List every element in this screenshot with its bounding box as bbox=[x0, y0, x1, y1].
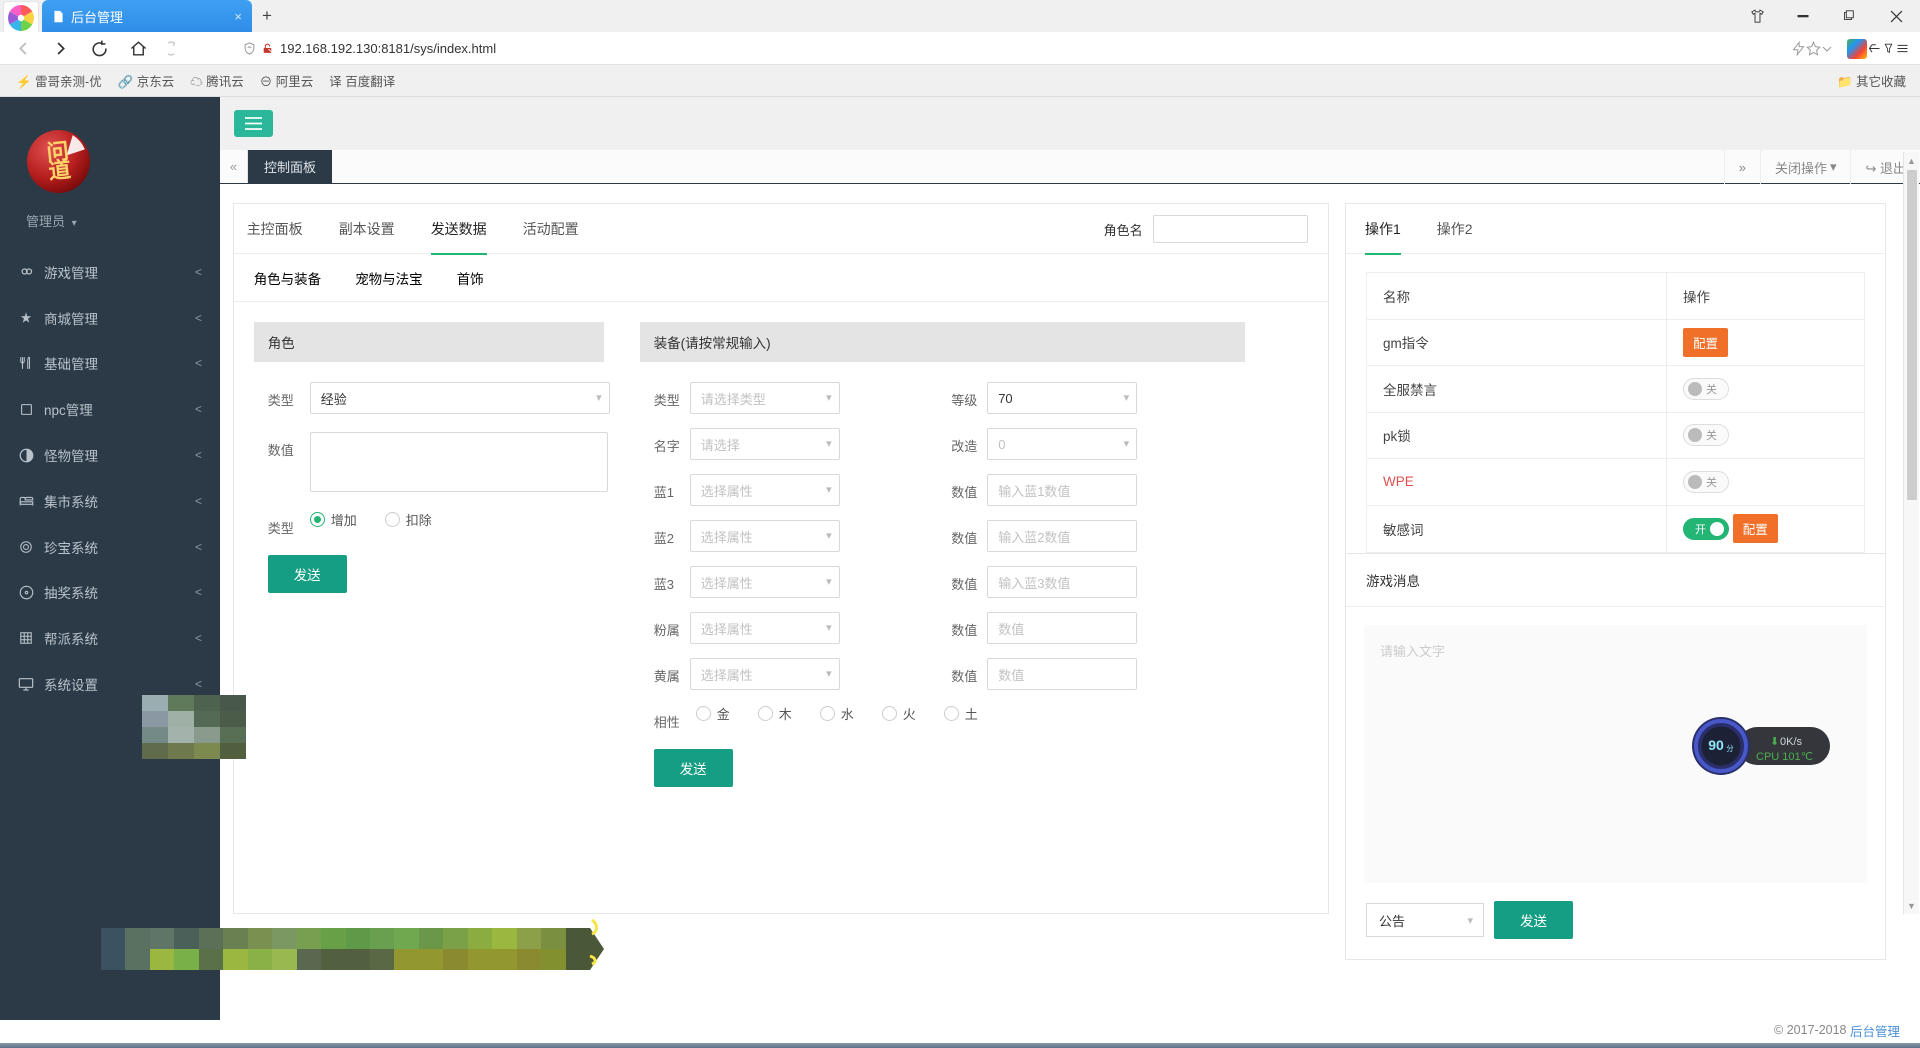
svg-text:0K/s: 0K/s bbox=[1780, 736, 1803, 748]
svg-text:分: 分 bbox=[1726, 744, 1734, 753]
svg-text:⬇: ⬇ bbox=[1770, 736, 1779, 748]
svg-text:90: 90 bbox=[1708, 737, 1724, 753]
svg-text:道: 道 bbox=[47, 156, 73, 184]
svg-text:CPU 101℃: CPU 101℃ bbox=[1756, 751, 1813, 763]
